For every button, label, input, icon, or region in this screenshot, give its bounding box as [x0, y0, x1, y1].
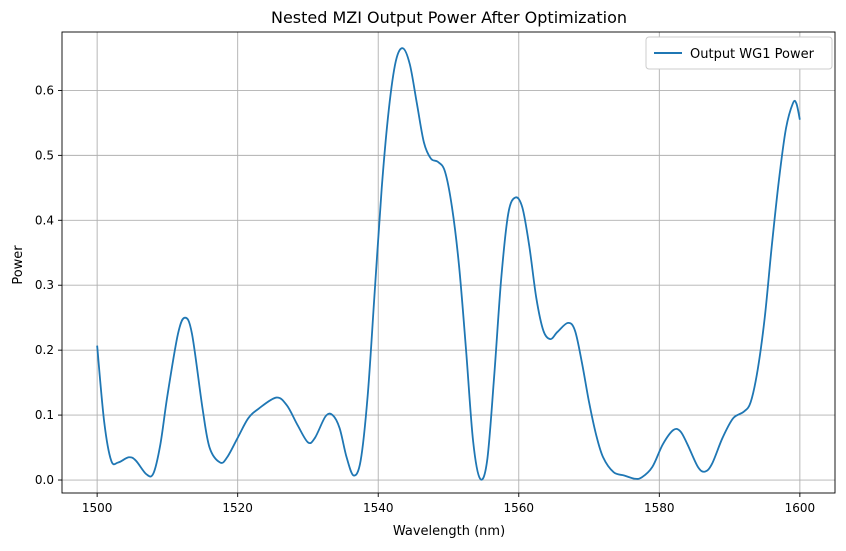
y-tick-label: 0.1 [35, 408, 54, 422]
y-tick-label: 0.4 [35, 213, 54, 227]
x-tick-label: 1540 [363, 501, 394, 515]
x-tick-label: 1500 [82, 501, 113, 515]
chart-title: Nested MZI Output Power After Optimizati… [271, 8, 627, 27]
legend-label-output-wg1-power: Output WG1 Power [690, 47, 815, 62]
series-line-output-wg1-power [96, 47, 801, 481]
x-axis: 1500 1520 1540 1560 1580 1600 [82, 493, 815, 515]
legend: Output WG1 Power [645, 36, 833, 70]
y-tick-label: 0.6 [35, 83, 54, 97]
y-tick-label: 0.5 [35, 148, 54, 162]
x-tick-label: 1600 [785, 501, 816, 515]
x-tick-label: 1520 [222, 501, 253, 515]
y-tick-label: 0.0 [35, 473, 54, 487]
y-axis: 0.0 0.1 0.2 0.3 0.4 0.5 0.6 [35, 83, 62, 487]
legend-box [645, 36, 833, 70]
y-axis-label: Power [11, 245, 26, 285]
grid [62, 32, 835, 493]
y-tick-label: 0.3 [35, 278, 54, 292]
plot-frame [61, 31, 836, 494]
x-tick-label: 1580 [644, 501, 675, 515]
x-tick-label: 1560 [503, 501, 534, 515]
x-axis-label: Wavelength (nm) [393, 524, 505, 539]
y-tick-label: 0.2 [35, 343, 54, 357]
series-layer [96, 47, 801, 481]
